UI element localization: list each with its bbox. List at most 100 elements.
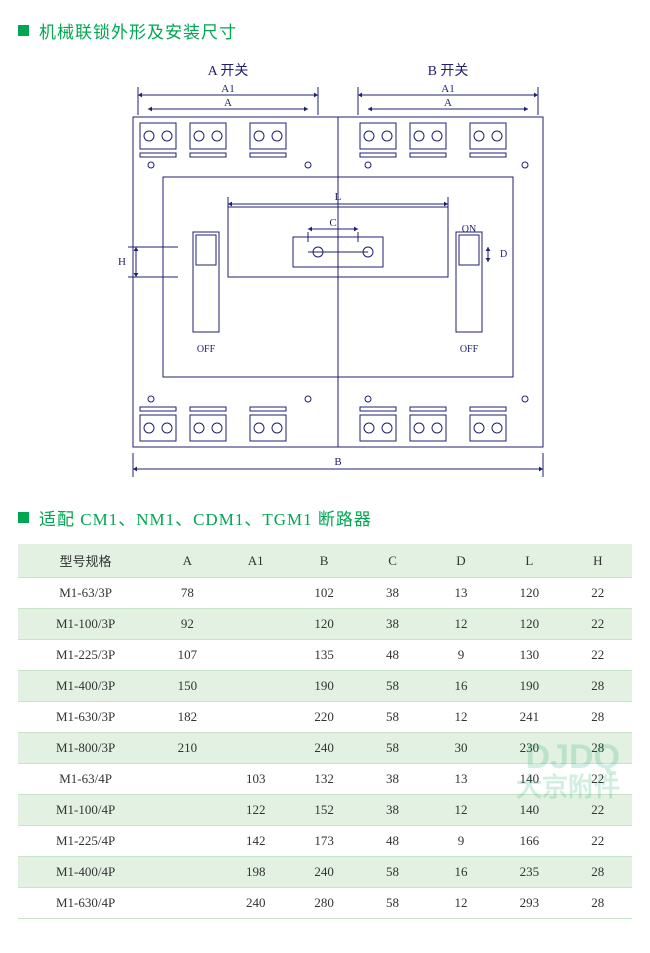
cell	[153, 888, 221, 919]
cell: 38	[358, 795, 426, 826]
col-5: D	[427, 544, 495, 578]
table-row: M1-400/4P198240581623528	[18, 857, 632, 888]
bullet-icon	[18, 25, 29, 36]
cell	[222, 702, 290, 733]
table-row: M1-63/3P78102381312022	[18, 578, 632, 609]
col-6: L	[495, 544, 563, 578]
cell: 16	[427, 671, 495, 702]
cell: 103	[222, 764, 290, 795]
cell: 220	[290, 702, 358, 733]
cell: 122	[222, 795, 290, 826]
cell: 130	[495, 640, 563, 671]
cell: 140	[495, 764, 563, 795]
cell: M1-63/4P	[18, 764, 153, 795]
cell: 152	[290, 795, 358, 826]
cell: 173	[290, 826, 358, 857]
cell	[222, 671, 290, 702]
cell: 58	[358, 733, 426, 764]
cell: 38	[358, 764, 426, 795]
cell: 198	[222, 857, 290, 888]
cell: 28	[564, 857, 632, 888]
cell: 22	[564, 764, 632, 795]
table-row: M1-63/4P 103132381314022	[18, 764, 632, 795]
cell	[153, 857, 221, 888]
bullet-icon	[18, 512, 29, 523]
cell: 107	[153, 640, 221, 671]
col-4: C	[358, 544, 426, 578]
cell: 28	[564, 671, 632, 702]
cell: 166	[495, 826, 563, 857]
cell: M1-400/4P	[18, 857, 153, 888]
cell	[153, 826, 221, 857]
cell: 78	[153, 578, 221, 609]
cell: 30	[427, 733, 495, 764]
cell: 58	[358, 857, 426, 888]
svg-text:H: H	[118, 256, 126, 268]
cell: 210	[153, 733, 221, 764]
table-header-row: 型号规格AA1BCDLH	[18, 544, 632, 578]
table-row: M1-400/3P150190581619028	[18, 671, 632, 702]
svg-text:L: L	[335, 191, 342, 203]
col-1: A	[153, 544, 221, 578]
cell: 132	[290, 764, 358, 795]
col-0: 型号规格	[18, 544, 153, 578]
cell: 38	[358, 609, 426, 640]
section2-title: 适配 CM1、NM1、CDM1、TGM1 断路器	[39, 505, 372, 530]
svg-text:A1: A1	[441, 83, 454, 95]
cell	[153, 795, 221, 826]
cell: M1-800/3P	[18, 733, 153, 764]
cell: M1-630/3P	[18, 702, 153, 733]
cell: 22	[564, 795, 632, 826]
table-body: M1-63/3P78102381312022M1-100/3P921203812…	[18, 578, 632, 919]
cell: 142	[222, 826, 290, 857]
cell: M1-63/3P	[18, 578, 153, 609]
section1-header: 机械联锁外形及安装尺寸	[18, 18, 632, 43]
svg-text:A: A	[224, 97, 232, 109]
cell	[222, 578, 290, 609]
cell: 16	[427, 857, 495, 888]
cell: M1-630/4P	[18, 888, 153, 919]
svg-text:A 开关: A 开关	[208, 63, 249, 79]
col-2: A1	[222, 544, 290, 578]
cell: 48	[358, 826, 426, 857]
cell: 58	[358, 702, 426, 733]
cell: 120	[290, 609, 358, 640]
cell	[222, 609, 290, 640]
cell: 293	[495, 888, 563, 919]
table-row: M1-100/4P 122152381214022	[18, 795, 632, 826]
cell: 135	[290, 640, 358, 671]
svg-text:D: D	[500, 249, 507, 260]
cell: 58	[358, 888, 426, 919]
cell	[222, 733, 290, 764]
cell: M1-225/3P	[18, 640, 153, 671]
cell	[153, 764, 221, 795]
svg-text:OFF: OFF	[460, 344, 479, 355]
cell: 22	[564, 609, 632, 640]
cell: M1-100/3P	[18, 609, 153, 640]
cell: 13	[427, 764, 495, 795]
svg-text:A: A	[444, 97, 452, 109]
cell: 12	[427, 795, 495, 826]
table-row: M1-630/4P240280581229328	[18, 888, 632, 919]
cell: 235	[495, 857, 563, 888]
cell: M1-225/4P	[18, 826, 153, 857]
cell: 241	[495, 702, 563, 733]
cell: 240	[290, 733, 358, 764]
table-row: M1-225/4P14217348916622	[18, 826, 632, 857]
cell: 9	[427, 826, 495, 857]
cell: 13	[427, 578, 495, 609]
cell: 240	[222, 888, 290, 919]
cell: 12	[427, 609, 495, 640]
cell: 12	[427, 888, 495, 919]
cell: 140	[495, 795, 563, 826]
svg-text:ON: ON	[462, 224, 476, 235]
svg-text:A1: A1	[221, 83, 234, 95]
cell: 9	[427, 640, 495, 671]
cell	[222, 640, 290, 671]
dimensions-table: 型号规格AA1BCDLH M1-63/3P78102381312022M1-10…	[18, 544, 632, 919]
table-row: M1-100/3P92120381212022	[18, 609, 632, 640]
cell: 22	[564, 578, 632, 609]
section1-title: 机械联锁外形及安装尺寸	[39, 18, 237, 43]
cell: M1-100/4P	[18, 795, 153, 826]
table-row: M1-225/3P10713548913022	[18, 640, 632, 671]
